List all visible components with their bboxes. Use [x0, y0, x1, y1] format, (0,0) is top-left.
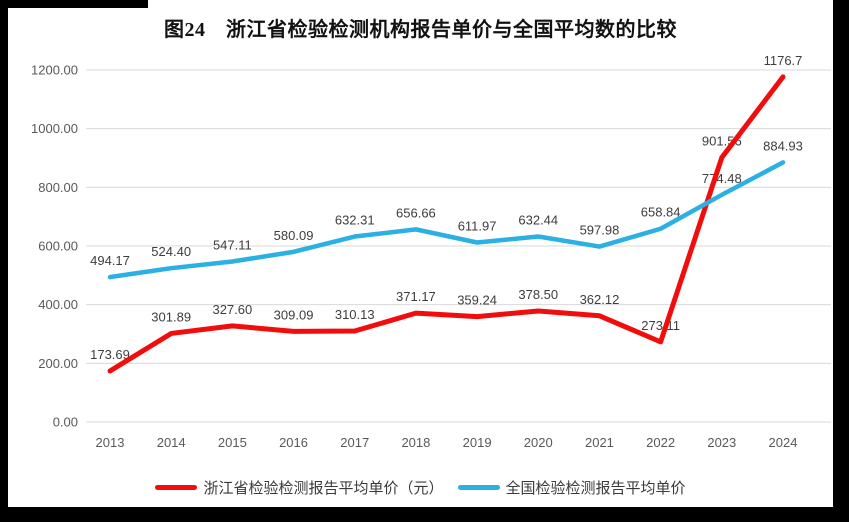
x-axis-tick: 2022 — [646, 435, 675, 450]
data-label-series-0: 378.50 — [518, 287, 558, 302]
data-label-series-1: 547.11 — [213, 238, 252, 253]
legend-line-swatch-red — [155, 485, 198, 490]
data-label-series-1: 580.09 — [274, 228, 314, 243]
x-axis-tick: 2015 — [218, 435, 247, 450]
series-line-1 — [107, 160, 786, 280]
data-label-series-0: 309.09 — [274, 307, 314, 322]
x-axis-tick: 2021 — [585, 435, 614, 450]
page-border-bottom — [0, 507, 849, 522]
y-axis-tick: 1000.00 — [31, 121, 78, 136]
y-axis-tick: 600.00 — [38, 239, 78, 254]
legend-label-zhejiang: 浙江省检验检测报告平均单价（元） — [203, 480, 444, 497]
x-axis-tick: 2018 — [401, 435, 430, 450]
x-axis-tick: 2014 — [157, 435, 186, 450]
x-axis-tick: 2020 — [524, 435, 553, 450]
data-label-series-1: 611.97 — [458, 218, 497, 233]
x-axis-tick: 2016 — [279, 435, 308, 450]
data-label-series-0: 371.17 — [396, 289, 436, 304]
x-axis-tick: 2013 — [96, 435, 125, 450]
x-axis-tick: 2024 — [769, 435, 798, 450]
data-label-series-1: 632.31 — [335, 213, 375, 228]
data-label-series-1: 774.48 — [702, 171, 742, 186]
data-label-series-0: 1176.7 — [764, 53, 803, 68]
legend-label-national: 全国检验检测报告平均单价 — [505, 480, 686, 497]
data-label-series-0: 173.69 — [90, 347, 130, 362]
data-label-series-1: 884.93 — [763, 138, 803, 153]
data-label-series-1: 524.40 — [151, 244, 191, 259]
chart-title: 图24 浙江省检验检测机构报告单价与全国平均数的比较 — [164, 19, 677, 41]
y-axis-tick: 800.00 — [38, 180, 78, 195]
legend-line-swatch-blue — [457, 485, 500, 490]
legend-item-national: 全国检验检测报告平均单价 — [457, 477, 686, 498]
y-axis-tick: 200.00 — [38, 356, 78, 371]
x-axis-tick: 2017 — [340, 435, 369, 450]
data-label-series-1: 494.17 — [90, 253, 130, 268]
page-border-left — [0, 0, 8, 522]
page-border-right — [833, 0, 849, 522]
legend-item-zhejiang: 浙江省检验检测报告平均单价（元） — [155, 477, 444, 498]
y-axis-tick: 1200.00 — [31, 63, 78, 78]
data-label-series-0: 359.24 — [457, 293, 497, 308]
page-border-top — [0, 0, 148, 8]
data-label-series-1: 597.98 — [580, 223, 620, 238]
data-label-series-0: 327.60 — [212, 302, 252, 317]
data-label-series-1: 656.66 — [396, 205, 436, 220]
y-axis-tick: 400.00 — [38, 297, 78, 312]
data-label-series-1: 632.44 — [518, 212, 558, 227]
data-label-series-0: 273.11 — [641, 318, 680, 333]
data-label-series-0: 362.12 — [580, 292, 620, 307]
data-label-series-0: 310.13 — [335, 307, 375, 322]
data-label-series-0: 301.89 — [151, 309, 191, 324]
chart-legend: 浙江省检验检测报告平均单价（元） 全国检验检测报告平均单价 — [8, 477, 833, 498]
series-line-0 — [107, 74, 786, 374]
data-label-series-1: 658.84 — [641, 205, 681, 220]
x-axis-tick: 2019 — [463, 435, 492, 450]
y-axis-tick: 0.00 — [53, 415, 78, 430]
x-axis-tick: 2023 — [707, 435, 736, 450]
